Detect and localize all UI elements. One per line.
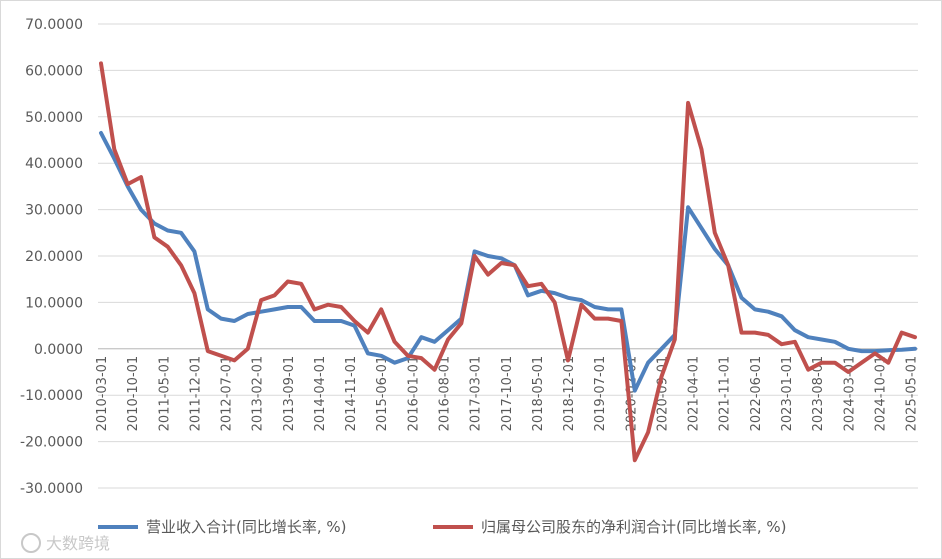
y-axis: 70.0000 60.0000 50.0000 40.0000 30.0000 20.00…	[20, 17, 83, 497]
x-tick-label: 2024-03-01	[842, 356, 857, 432]
x-tick-label: 2017-10-01	[500, 356, 515, 432]
series-line-net-profit	[99, 61, 917, 463]
x-tick-label: 2011-05-01	[157, 356, 172, 432]
x-axis: 2010-03-01 2010-10-01 2011-05-01 2011-12-01…	[95, 356, 920, 432]
x-tick-label: 2019-07-01	[593, 356, 608, 432]
x-tick-label: 2024-10-01	[873, 356, 888, 432]
y-tick-label: -20.0000	[20, 435, 83, 451]
watermark: 大数跨境	[21, 533, 110, 553]
y-tick-label: 0.0000	[34, 342, 83, 358]
x-tick-label: 2011-12-01	[188, 356, 203, 432]
y-tick-label: 20.0000	[25, 249, 83, 265]
x-tick-label: 2013-09-01	[282, 356, 297, 432]
x-tick-label: 2018-12-01	[562, 356, 577, 432]
y-tick-label: 50.0000	[25, 110, 83, 126]
x-tick-label: 2016-01-01	[406, 356, 421, 432]
x-tick-label: 2014-11-01	[344, 356, 359, 432]
x-tick-label: 2021-11-01	[718, 356, 733, 432]
watermark-text: 大数跨境	[46, 534, 110, 553]
legend-label-net-profit: 归属母公司股东的净利润合计(同比增长率, %)	[481, 518, 787, 536]
watermark-logo-icon	[21, 533, 41, 553]
x-tick-label: 2023-08-01	[811, 356, 826, 432]
x-tick-label: 2023-01-01	[780, 356, 795, 432]
y-tick-label: 60.0000	[25, 63, 83, 79]
y-tick-label: 70.0000	[25, 17, 83, 33]
x-tick-label: 2025-05-01	[905, 356, 920, 432]
x-tick-label: 2022-06-01	[749, 356, 764, 432]
legend: 营业收入合计(同比增长率, %) 归属母公司股东的净利润合计(同比增长率, %)	[98, 518, 787, 536]
legend-label-revenue: 营业收入合计(同比增长率, %)	[146, 518, 347, 536]
series-line-revenue	[99, 131, 917, 393]
series-group	[99, 61, 917, 463]
x-tick-label: 2010-03-01	[95, 356, 110, 432]
x-tick-label: 2018-05-01	[531, 356, 546, 432]
x-tick-label: 2020-09-01	[655, 356, 670, 432]
x-tick-label: 2014-04-01	[313, 356, 328, 432]
x-tick-label: 2012-07-01	[220, 356, 235, 432]
x-tick-label: 2017-03-01	[469, 356, 484, 432]
x-tick-label: 2016-08-01	[438, 356, 453, 432]
x-tick-label: 2021-04-01	[687, 356, 702, 432]
y-tick-label: 30.0000	[25, 203, 83, 219]
x-tick-label: 2015-06-01	[375, 356, 390, 432]
x-tick-label: 2013-02-01	[251, 356, 266, 432]
x-tick-label: 2010-10-01	[126, 356, 141, 432]
y-tick-label: -30.0000	[20, 481, 83, 497]
y-tick-label: -10.0000	[20, 388, 83, 404]
gridlines	[98, 23, 918, 489]
y-tick-label: 40.0000	[25, 156, 83, 172]
y-tick-label: 10.0000	[25, 295, 83, 311]
